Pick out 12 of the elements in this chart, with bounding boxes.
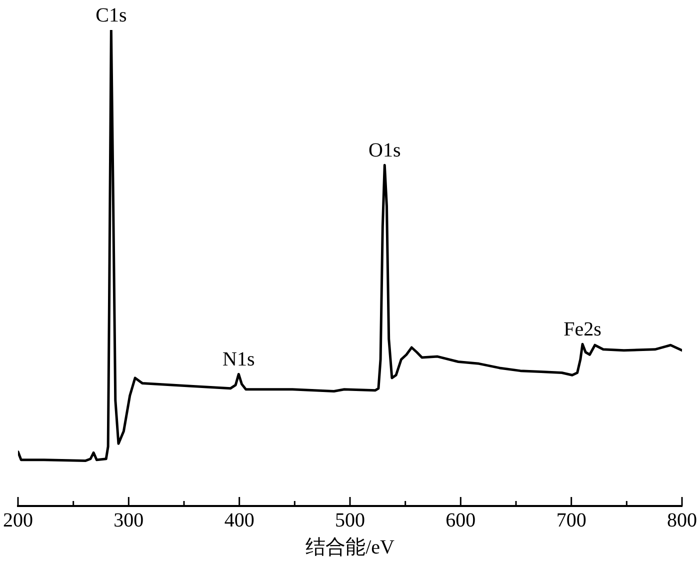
x-tick-label: 600 bbox=[446, 509, 476, 532]
annotation: O1s bbox=[368, 139, 401, 162]
x-tick-label: 300 bbox=[114, 509, 144, 532]
x-tick-label: 800 bbox=[667, 509, 697, 532]
x-tick-label: 400 bbox=[224, 509, 254, 532]
annotation: Fe2s bbox=[564, 318, 602, 340]
x-tick-label: 700 bbox=[556, 509, 586, 532]
x-tick-label: 500 bbox=[335, 509, 365, 532]
annotation: C1s bbox=[96, 4, 127, 26]
x-axis-title: 结合能/eV bbox=[306, 536, 395, 558]
annotation: N1s bbox=[222, 348, 255, 370]
x-tick-label: 200 bbox=[3, 509, 33, 532]
